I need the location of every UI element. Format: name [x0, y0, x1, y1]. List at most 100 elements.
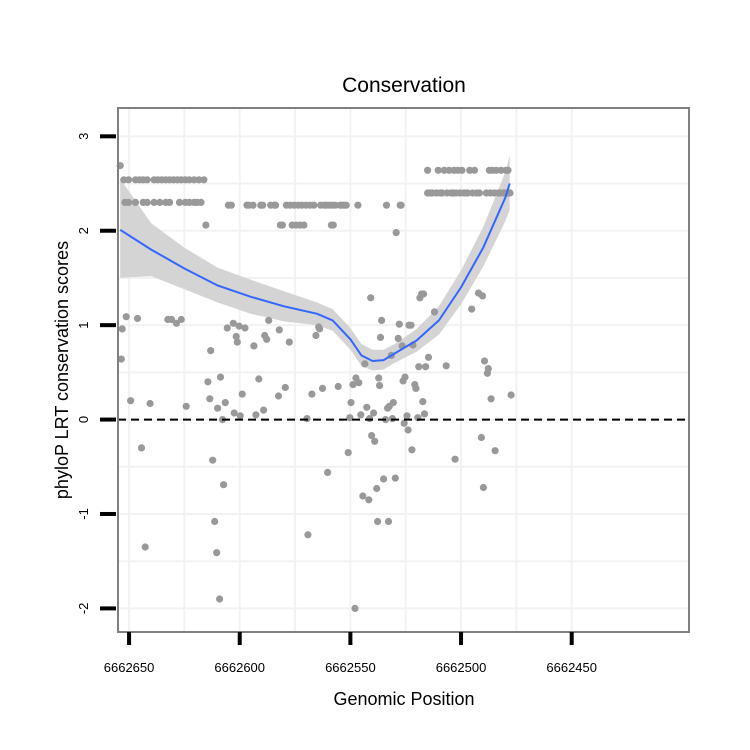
data-point [216, 373, 225, 381]
data-point [475, 189, 483, 197]
data-point [434, 166, 442, 174]
data-point [221, 399, 229, 407]
data-point [220, 481, 228, 489]
x-axis-title: Genomic Position [333, 689, 474, 709]
data-point [172, 319, 180, 327]
data-point [392, 229, 400, 237]
data-point [397, 201, 405, 209]
data-point [404, 426, 412, 434]
y-tick-label: 0 [76, 416, 91, 423]
data-point [241, 324, 249, 332]
data-point [361, 360, 369, 368]
data-point [504, 166, 512, 174]
y-tick-label: 1 [76, 322, 91, 329]
data-point [415, 363, 423, 371]
y-tick-label: -1 [76, 508, 91, 520]
smooth-line-layer [119, 183, 511, 363]
data-point [175, 198, 184, 206]
data-point [480, 357, 489, 365]
data-point [329, 221, 337, 229]
data-point [249, 201, 257, 209]
data-point [354, 201, 362, 209]
data-point [407, 321, 415, 329]
data-point [209, 456, 217, 464]
data-point [419, 398, 427, 406]
data-point [430, 308, 439, 316]
data-point [391, 474, 399, 482]
data-point [451, 455, 459, 463]
data-point [373, 484, 381, 493]
data-point [150, 198, 158, 206]
data-point [143, 198, 151, 206]
data-point [265, 316, 273, 324]
data-point [478, 292, 487, 300]
data-point [125, 176, 133, 184]
data-point [166, 198, 174, 206]
data-point [281, 383, 289, 392]
data-point [424, 166, 432, 174]
data-point [370, 409, 378, 417]
data-point [213, 549, 221, 557]
x-tick-label: 6662500 [436, 660, 487, 675]
data-point [214, 404, 222, 412]
data-point [263, 335, 271, 343]
data-point [141, 543, 149, 551]
data-point [346, 414, 354, 422]
data-point [304, 531, 312, 539]
data-point [316, 325, 324, 333]
x-tick-label: 6662550 [325, 660, 376, 675]
data-point [156, 198, 164, 206]
data-point [275, 326, 283, 334]
data-point [318, 384, 327, 392]
data-point [274, 392, 283, 400]
data-point [359, 492, 367, 500]
data-point [131, 198, 140, 206]
data-point [422, 363, 430, 371]
data-point [177, 315, 185, 324]
data-point [365, 496, 373, 504]
data-point [384, 517, 393, 526]
data-point [363, 403, 371, 411]
data-point [233, 338, 241, 346]
x-tick-label: 6662650 [104, 660, 155, 675]
data-point [368, 432, 376, 440]
data-point [507, 391, 515, 399]
data-point [324, 468, 332, 476]
data-point [200, 176, 208, 184]
data-point [394, 334, 402, 342]
panel-border [117, 107, 690, 633]
smooth-line [119, 183, 511, 363]
data-point [382, 201, 391, 209]
data-point [378, 316, 386, 324]
data-point [278, 221, 286, 229]
data-point [376, 333, 385, 341]
data-point [344, 449, 352, 457]
y-tick-label: 3 [76, 133, 91, 140]
x-tick-label: 6662450 [546, 660, 597, 675]
data-point [403, 412, 411, 420]
data-point [197, 198, 205, 206]
data-point [484, 365, 492, 373]
x-tick-label: 6662600 [214, 660, 265, 675]
data-point [133, 314, 142, 323]
data-point [477, 433, 485, 442]
data-point [380, 475, 388, 483]
data-point [216, 595, 224, 603]
data-point [367, 294, 375, 302]
data-point [395, 320, 403, 328]
y-tick-label: -2 [76, 603, 91, 615]
data-points [116, 162, 515, 613]
data-point [227, 201, 235, 209]
data-point [236, 412, 244, 420]
data-point [223, 324, 231, 332]
data-point [125, 198, 133, 206]
data-point [182, 402, 190, 410]
data-point [349, 381, 357, 389]
data-point [389, 399, 397, 407]
confidence-band-layer [120, 155, 510, 371]
data-point [232, 332, 240, 341]
data-point [118, 325, 126, 333]
data-point [342, 201, 350, 209]
data-point [238, 390, 246, 398]
data-point [211, 517, 219, 526]
